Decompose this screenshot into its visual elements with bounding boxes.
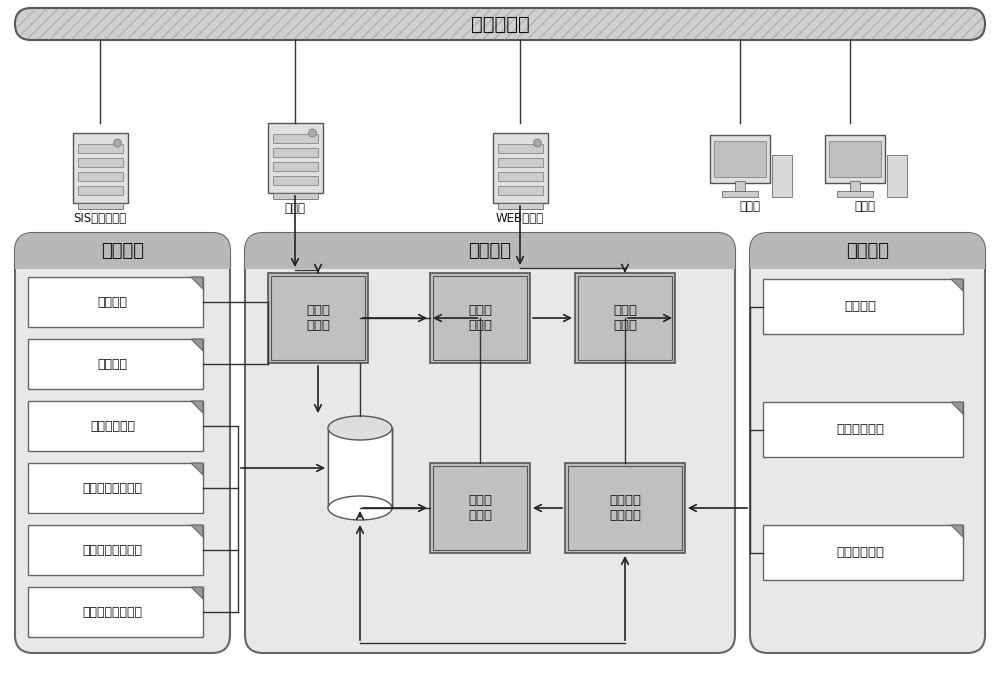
Bar	[825, 135, 885, 183]
Text: SIS系统服务器: SIS系统服务器	[73, 212, 127, 225]
Polygon shape	[191, 525, 203, 537]
Bar	[272, 193, 318, 199]
Bar	[850, 181, 860, 193]
Bar	[430, 463, 530, 553]
Bar	[714, 141, 766, 177]
Text: 汽温计算: 汽温计算	[98, 357, 128, 370]
Bar	[72, 133, 128, 203]
Bar	[710, 135, 770, 183]
Bar	[498, 172, 542, 181]
Text: WEB服务器: WEB服务器	[496, 212, 544, 225]
Bar	[268, 273, 368, 363]
Bar	[78, 158, 122, 167]
Text: 寿命计
算模块: 寿命计 算模块	[468, 494, 492, 522]
FancyBboxPatch shape	[15, 233, 230, 269]
Bar	[578, 276, 672, 360]
Bar	[328, 428, 392, 508]
Text: 烟侧磨损速率计算: 烟侧磨损速率计算	[82, 606, 143, 619]
Bar	[78, 172, 122, 181]
Polygon shape	[951, 279, 963, 291]
Bar	[433, 466, 527, 550]
Polygon shape	[191, 339, 203, 351]
Bar	[498, 158, 542, 167]
Bar	[575, 273, 675, 363]
Bar	[492, 133, 548, 203]
Bar	[272, 134, 318, 143]
Bar	[28, 339, 203, 389]
Text: 管道蠕变寿命计算: 管道蠕变寿命计算	[82, 482, 143, 494]
Bar	[329, 429, 391, 507]
Polygon shape	[191, 277, 203, 289]
Bar	[763, 525, 963, 580]
Text: 检修数据: 检修数据	[844, 300, 876, 313]
Bar	[887, 155, 907, 197]
Bar	[272, 162, 318, 171]
Bar	[245, 251, 735, 269]
Polygon shape	[951, 525, 963, 537]
FancyBboxPatch shape	[245, 233, 735, 269]
Bar	[837, 191, 873, 197]
Bar	[498, 186, 542, 195]
FancyBboxPatch shape	[750, 233, 985, 269]
Ellipse shape	[328, 416, 392, 440]
Circle shape	[114, 139, 122, 147]
Text: 工作站: 工作站	[740, 201, 761, 214]
Bar	[28, 277, 203, 327]
Bar	[433, 276, 527, 360]
Text: 接口机: 接口机	[285, 202, 306, 216]
FancyBboxPatch shape	[15, 233, 230, 653]
FancyBboxPatch shape	[15, 8, 985, 40]
Bar	[28, 587, 203, 637]
Text: 壁温计算: 壁温计算	[98, 296, 128, 309]
Text: 烟温偏差计算: 烟温偏差计算	[90, 419, 135, 432]
Polygon shape	[191, 463, 203, 475]
Text: 专业计算: 专业计算	[101, 242, 144, 260]
Text: 电厂局域网: 电厂局域网	[471, 14, 529, 33]
Bar	[735, 181, 745, 193]
Polygon shape	[191, 587, 203, 599]
Text: 数据采
集模块: 数据采 集模块	[306, 304, 330, 332]
Bar	[498, 144, 542, 153]
Text: 工作站: 工作站	[854, 201, 876, 214]
Bar	[565, 463, 685, 553]
Bar	[763, 279, 963, 334]
Bar	[722, 191, 758, 197]
Bar	[763, 402, 963, 457]
Text: 离线数据
分析模块: 离线数据 分析模块	[609, 494, 641, 522]
Circle shape	[308, 129, 316, 137]
Bar	[750, 251, 985, 269]
Text: 内侧氧化速率计算: 内侧氧化速率计算	[82, 544, 143, 557]
Bar	[28, 525, 203, 575]
Bar	[829, 141, 881, 177]
Bar	[28, 463, 203, 513]
Bar	[772, 155, 792, 197]
Text: 系统模块: 系统模块	[468, 242, 512, 260]
Text: 热力计
算模块: 热力计 算模块	[468, 304, 492, 332]
FancyBboxPatch shape	[245, 233, 735, 653]
Circle shape	[534, 139, 542, 147]
Text: 离线数据: 离线数据	[846, 242, 889, 260]
Text: 金相分析数据: 金相分析数据	[836, 546, 884, 559]
Bar	[272, 148, 318, 157]
FancyBboxPatch shape	[750, 233, 985, 653]
Bar	[430, 273, 530, 363]
Bar	[268, 123, 322, 193]
Bar	[78, 186, 122, 195]
Polygon shape	[191, 401, 203, 413]
Text: 无损检测数据: 无损检测数据	[836, 423, 884, 436]
Bar	[78, 203, 122, 209]
Ellipse shape	[328, 496, 392, 520]
Bar	[568, 466, 682, 550]
Bar	[271, 276, 365, 360]
Bar	[28, 401, 203, 451]
Bar	[15, 251, 230, 269]
Bar	[78, 144, 122, 153]
Polygon shape	[951, 402, 963, 414]
Text: 网页发
布模块: 网页发 布模块	[613, 304, 637, 332]
Bar	[498, 203, 542, 209]
Bar	[272, 176, 318, 185]
